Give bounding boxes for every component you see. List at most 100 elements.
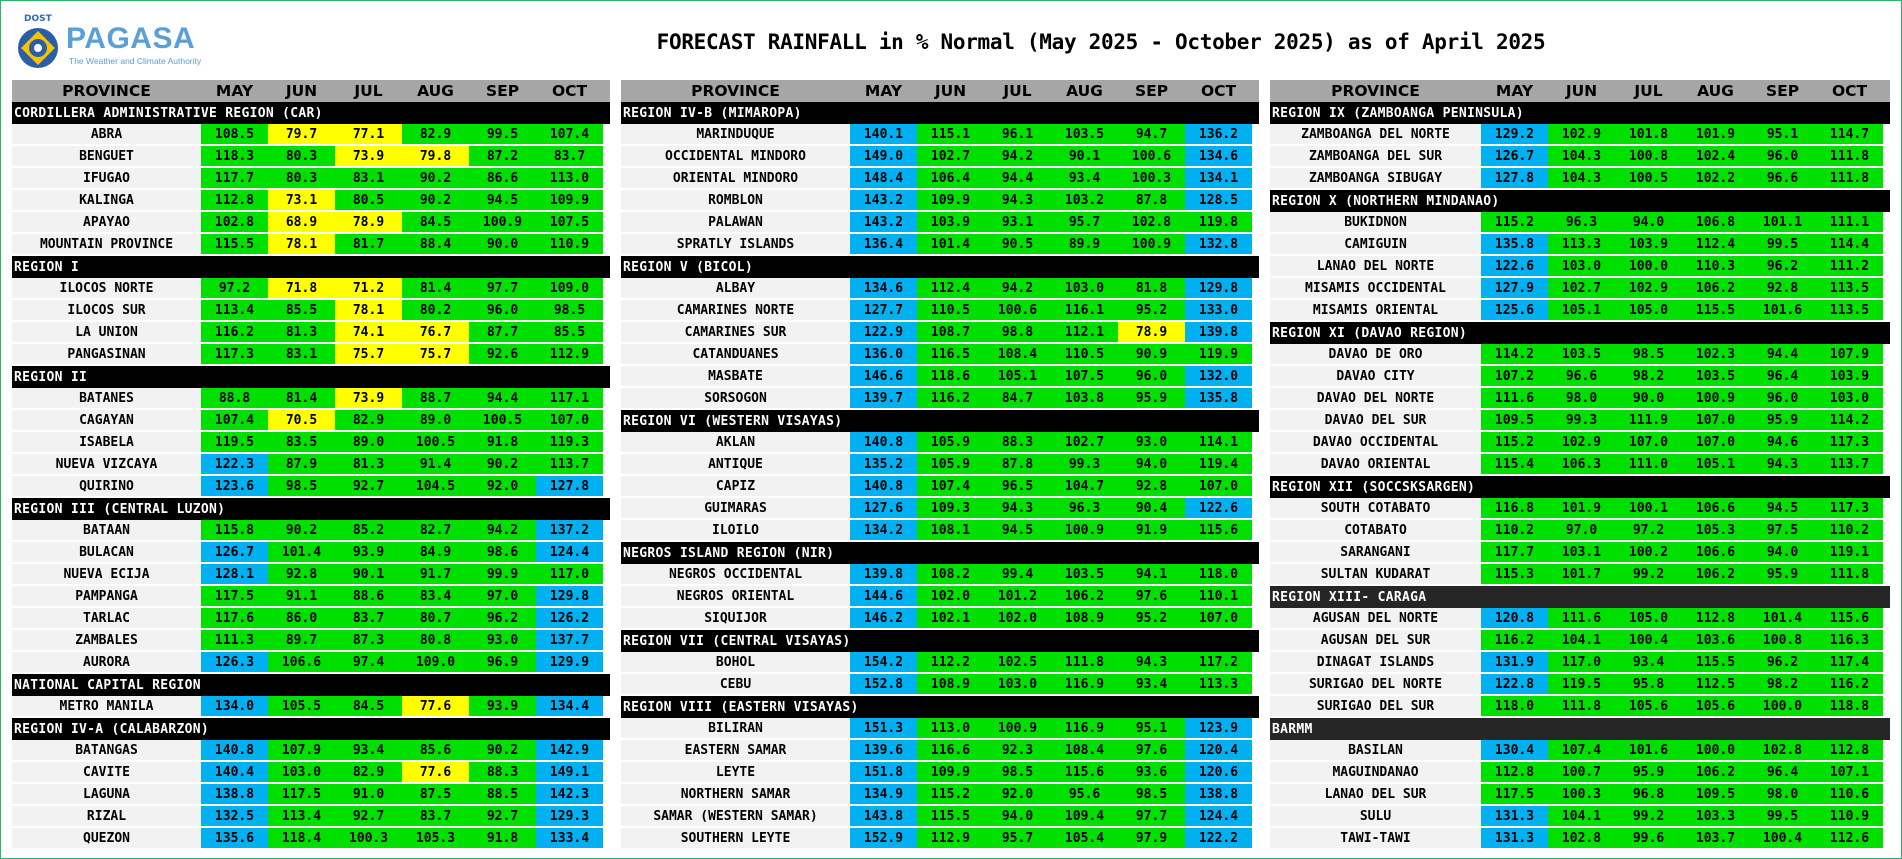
province-name: ROMBLON — [621, 190, 850, 212]
province-name: CAMARINES NORTE — [621, 300, 850, 322]
province-name: CAMARINES SUR — [621, 322, 850, 344]
province-name: PANGASINAN — [12, 344, 201, 366]
province-name: SPRATLY ISLANDS — [621, 234, 850, 256]
rainfall-value-may: 107.4 — [201, 410, 268, 432]
rainfall-value-aug: 103.3 — [1682, 806, 1749, 828]
province-name: BATANES — [12, 388, 201, 410]
province-name: DAVAO DEL SUR — [1270, 410, 1481, 432]
province-name: NORTHERN SAMAR — [621, 784, 850, 806]
region-header: REGION VII (CENTRAL VISAYAS) — [621, 630, 1259, 652]
rainfall-value-oct: 111.2 — [1816, 256, 1883, 278]
rainfall-value-jun: 100.3 — [1548, 784, 1615, 806]
rainfall-value-aug: 102.7 — [1051, 432, 1118, 454]
table-row: NEGROS ORIENTAL 144.6 102.0 101.2 106.2 97.6 1… — [621, 586, 1259, 608]
rainfall-value-jul: 100.9 — [984, 718, 1051, 740]
rainfall-value-jul: 77.1 — [335, 124, 402, 146]
rainfall-value-aug: 109.5 — [1682, 784, 1749, 806]
table-row: LEYTE 151.8 109.9 98.5 115.6 93.6 120.6 — [621, 762, 1259, 784]
rainfall-value-jun: 102.9 — [1548, 124, 1615, 146]
region-header: CORDILLERA ADMINISTRATIVE REGION (CAR) — [12, 102, 610, 124]
rainfall-value-jul: 94.5 — [984, 520, 1051, 542]
table-row: DAVAO ORIENTAL 115.4 106.3 111.0 105.1 94.3 11… — [1270, 454, 1890, 476]
column-header-may: MAY — [1495, 82, 1534, 100]
rainfall-value-jun: 105.1 — [1548, 300, 1615, 322]
rainfall-value-jun: 97.0 — [1548, 520, 1615, 542]
province-name: MARINDUQUE — [621, 124, 850, 146]
rainfall-value-jun: 108.7 — [917, 322, 984, 344]
rainfall-value-jun: 103.1 — [1548, 542, 1615, 564]
province-name: CAGAYAN — [12, 410, 201, 432]
rainfall-value-jun: 112.2 — [917, 652, 984, 674]
rainfall-value-oct: 113.5 — [1816, 278, 1883, 300]
region-header: REGION I — [12, 256, 610, 278]
province-name: EASTERN SAMAR — [621, 740, 850, 762]
rainfall-value-aug: 106.2 — [1051, 586, 1118, 608]
rainfall-value-jun: 81.3 — [268, 322, 335, 344]
rainfall-value-jun: 101.4 — [268, 542, 335, 564]
rainfall-value-sep: 100.9 — [469, 212, 536, 234]
rainfall-value-sep: 95.9 — [1118, 388, 1185, 410]
rainfall-value-jun: 115.5 — [917, 806, 984, 828]
rainfall-value-sep: 90.9 — [1118, 344, 1185, 366]
rainfall-value-jun: 111.8 — [1548, 696, 1615, 718]
rainfall-value-may: 115.8 — [201, 520, 268, 542]
rainfall-value-sep: 94.0 — [1749, 542, 1816, 564]
rainfall-value-may: 115.3 — [1481, 564, 1548, 586]
rainfall-value-may: 97.2 — [201, 278, 268, 300]
rainfall-value-jun: 78.1 — [268, 234, 335, 256]
rainfall-value-sep: 100.8 — [1749, 630, 1816, 652]
province-name: CAPIZ — [621, 476, 850, 498]
table-row: ILOCOS SUR 113.4 85.5 78.1 80.2 96.0 98.5 — [12, 300, 610, 322]
rainfall-value-jun: 103.9 — [917, 212, 984, 234]
rainfall-value-may: 109.5 — [1481, 410, 1548, 432]
rainfall-value-aug: 102.4 — [1682, 146, 1749, 168]
province-name: MAGUINDANAO — [1270, 762, 1481, 784]
rainfall-value-sep: 96.0 — [469, 300, 536, 322]
rainfall-value-aug: 108.4 — [1051, 740, 1118, 762]
rainfall-value-jul: 90.5 — [984, 234, 1051, 256]
rainfall-value-oct: 107.0 — [1185, 476, 1252, 498]
rainfall-value-oct: 133.0 — [1185, 300, 1252, 322]
rainfall-value-jul: 100.4 — [1615, 630, 1682, 652]
table-row: AGUSAN DEL SUR 116.2 104.1 100.4 103.6 100.8 1… — [1270, 630, 1890, 652]
table-row: QUIRINO 123.6 98.5 92.7 104.5 92.0 127.8 — [12, 476, 610, 498]
province-name: ILOCOS SUR — [12, 300, 201, 322]
dost-label: DOST — [24, 14, 52, 24]
rainfall-value-jul: 94.3 — [984, 498, 1051, 520]
rainfall-value-sep: 101.1 — [1749, 212, 1816, 234]
rainfall-value-jul: 99.2 — [1615, 564, 1682, 586]
rainfall-value-oct: 110.9 — [536, 234, 603, 256]
rainfall-value-jun: 118.4 — [268, 828, 335, 850]
rainfall-value-oct: 128.5 — [1185, 190, 1252, 212]
table-row: BASILAN 130.4 107.4 101.6 100.0 102.8 112.8 — [1270, 740, 1890, 762]
rainfall-value-jun: 103.0 — [268, 762, 335, 784]
table-header: PROVINCE MAY JUN JUL AUG SEP OCT — [12, 80, 610, 102]
rainfall-value-jul: 94.3 — [984, 190, 1051, 212]
table-row: CAVITE 140.4 103.0 82.9 77.6 88.3 149.1 — [12, 762, 610, 784]
rainfall-value-may: 135.6 — [201, 828, 268, 850]
rainfall-value-oct: 129.8 — [536, 586, 603, 608]
table-row: SURIGAO DEL SUR 118.0 111.8 105.6 105.6 100.0… — [1270, 696, 1890, 718]
rainfall-value-sep: 100.9 — [1118, 234, 1185, 256]
rainfall-value-aug: 95.6 — [1051, 784, 1118, 806]
rainfall-value-oct: 98.5 — [536, 300, 603, 322]
rainfall-value-oct: 110.9 — [1816, 806, 1883, 828]
rainfall-value-aug: 103.5 — [1051, 124, 1118, 146]
rainfall-value-sep: 94.3 — [1118, 652, 1185, 674]
rainfall-value-may: 143.8 — [850, 806, 917, 828]
rainfall-value-sep: 96.2 — [1749, 256, 1816, 278]
table-row: COTABATO 110.2 97.0 97.2 105.3 97.5 110.2 — [1270, 520, 1890, 542]
table-row: LANAO DEL SUR 117.5 100.3 96.8 109.5 98.0 110.… — [1270, 784, 1890, 806]
column-header-jun: JUN — [285, 82, 318, 100]
table-row: AKLAN 140.8 105.9 88.3 102.7 93.0 114.1 — [621, 432, 1259, 454]
rainfall-value-jun: 73.1 — [268, 190, 335, 212]
region-header: REGION XI (DAVAO REGION) — [1270, 322, 1890, 344]
rainfall-value-sep: 97.7 — [469, 278, 536, 300]
rainfall-value-jul: 105.1 — [984, 366, 1051, 388]
table-row: CAGAYAN 107.4 70.5 82.9 89.0 100.5 107.0 — [12, 410, 610, 432]
rainfall-value-jun: 117.5 — [268, 784, 335, 806]
rainfall-value-jun: 119.5 — [1548, 674, 1615, 696]
rainfall-value-jun: 70.5 — [268, 410, 335, 432]
rainfall-value-jul: 96.1 — [984, 124, 1051, 146]
rainfall-value-sep: 87.8 — [1118, 190, 1185, 212]
